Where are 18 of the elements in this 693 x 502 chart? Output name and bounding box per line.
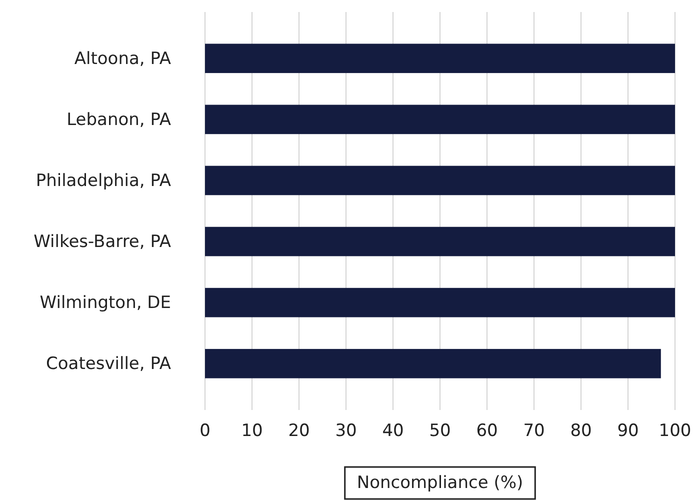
x-tick-label: 70 — [523, 421, 545, 442]
x-tick-label: 90 — [617, 421, 639, 442]
x-tick-label: 10 — [241, 421, 263, 442]
y-tick-label: Wilmington, DE — [40, 293, 171, 314]
x-axis-title: Noncompliance (%) — [356, 473, 524, 493]
y-tick-label: Wilkes-Barre, PA — [34, 232, 172, 252]
x-tick-label: 20 — [288, 421, 310, 442]
y-tick-label: Coatesville, PA — [46, 354, 172, 374]
x-tick-label: 50 — [429, 421, 451, 442]
x-tick-label: 0 — [200, 421, 210, 442]
y-tick-label: Philadelphia, PA — [36, 170, 172, 191]
x-tick-label: 100 — [658, 421, 692, 442]
x-tick-label: 60 — [476, 421, 498, 442]
x-tick-label: 30 — [335, 421, 357, 442]
y-tick-label: Altoona, PA — [74, 48, 172, 69]
y-tick-label: Lebanon, PA — [66, 110, 172, 130]
x-tick-label: 40 — [382, 421, 404, 442]
x-tick-label: 80 — [570, 421, 592, 442]
